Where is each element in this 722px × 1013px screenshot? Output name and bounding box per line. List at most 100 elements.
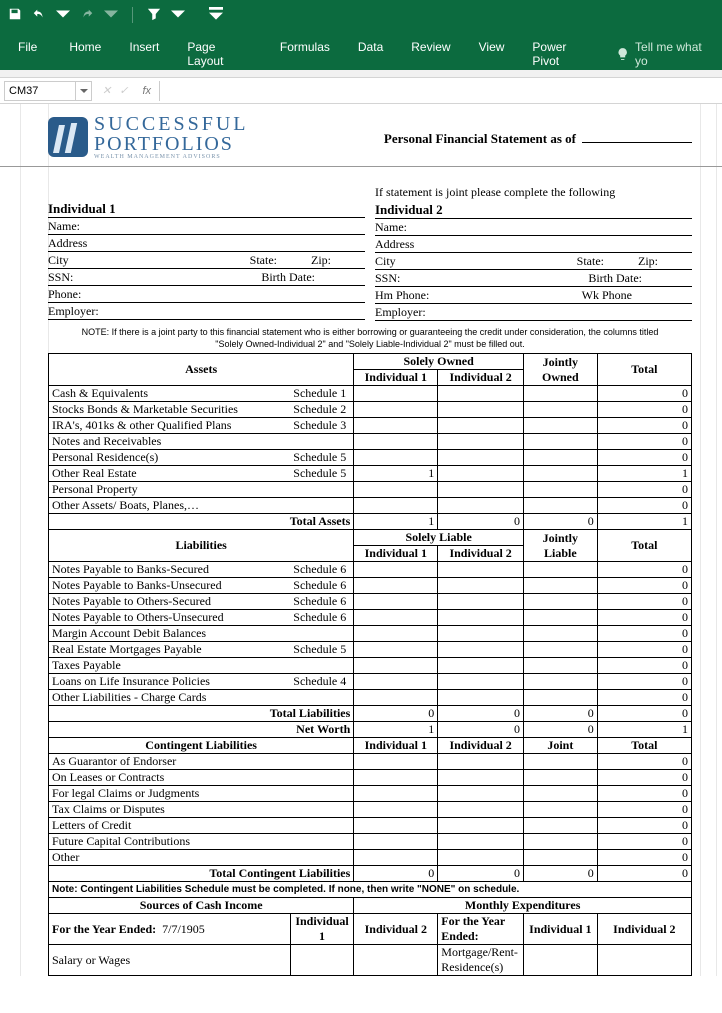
undo-icon[interactable] bbox=[32, 7, 46, 24]
row-val[interactable] bbox=[354, 482, 438, 498]
redo-dd-icon[interactable] bbox=[104, 7, 118, 24]
tab-insert[interactable]: Insert bbox=[115, 30, 173, 64]
row-val[interactable] bbox=[523, 562, 597, 578]
row-val[interactable] bbox=[523, 658, 597, 674]
row-val[interactable] bbox=[354, 626, 438, 642]
row-val[interactable] bbox=[438, 770, 524, 786]
filter-dd-icon[interactable] bbox=[171, 7, 185, 24]
row-val[interactable] bbox=[354, 386, 438, 402]
row-val[interactable] bbox=[523, 482, 597, 498]
tell-me[interactable]: Tell me what yo bbox=[608, 30, 722, 78]
undo-dd-icon[interactable] bbox=[56, 7, 70, 24]
src-head: Sources of Cash Income bbox=[49, 898, 354, 914]
row-val[interactable] bbox=[354, 450, 438, 466]
logo-line2: PORTFOLIOS bbox=[94, 134, 249, 154]
row-val[interactable] bbox=[438, 482, 524, 498]
tab-review[interactable]: Review bbox=[397, 30, 464, 64]
tab-view[interactable]: View bbox=[465, 30, 519, 64]
worksheet[interactable]: SUCCESSFUL PORTFOLIOS WEALTH MANAGEMENT … bbox=[0, 104, 722, 976]
row-val[interactable] bbox=[354, 418, 438, 434]
row-val[interactable] bbox=[438, 818, 524, 834]
row-val[interactable] bbox=[438, 754, 524, 770]
row-val[interactable] bbox=[523, 770, 597, 786]
fx-icon[interactable]: fx bbox=[142, 85, 151, 97]
tab-home[interactable]: Home bbox=[55, 30, 115, 64]
row-val[interactable] bbox=[354, 834, 438, 850]
row-val[interactable] bbox=[523, 754, 597, 770]
tab-power-pivot[interactable]: Power Pivot bbox=[518, 30, 607, 78]
filter-icon[interactable] bbox=[147, 7, 161, 24]
row-val[interactable] bbox=[523, 834, 597, 850]
row-val[interactable] bbox=[523, 690, 597, 706]
row-val[interactable] bbox=[354, 674, 438, 690]
row-val[interactable] bbox=[354, 562, 438, 578]
row-val[interactable] bbox=[438, 418, 524, 434]
row-val[interactable] bbox=[438, 802, 524, 818]
row-val[interactable] bbox=[438, 674, 524, 690]
row-val[interactable] bbox=[438, 578, 524, 594]
row-val[interactable] bbox=[438, 658, 524, 674]
row-val[interactable] bbox=[438, 834, 524, 850]
row-val[interactable] bbox=[438, 562, 524, 578]
row-val[interactable] bbox=[438, 610, 524, 626]
row-val[interactable] bbox=[523, 802, 597, 818]
row-val[interactable]: 1 bbox=[354, 466, 438, 482]
tab-data[interactable]: Data bbox=[344, 30, 397, 64]
cancel-fx-icon[interactable]: ✕ bbox=[102, 84, 111, 97]
row-val[interactable] bbox=[354, 786, 438, 802]
row-val[interactable] bbox=[438, 786, 524, 802]
row-val[interactable] bbox=[354, 690, 438, 706]
row-val[interactable] bbox=[523, 386, 597, 402]
row-val[interactable] bbox=[523, 402, 597, 418]
row-val[interactable] bbox=[523, 610, 597, 626]
row-val[interactable] bbox=[523, 818, 597, 834]
name-box[interactable] bbox=[4, 81, 76, 101]
row-val[interactable] bbox=[523, 850, 597, 866]
row-val[interactable] bbox=[354, 658, 438, 674]
row-val[interactable] bbox=[354, 754, 438, 770]
row-val[interactable] bbox=[523, 642, 597, 658]
row-val[interactable] bbox=[523, 466, 597, 482]
row-val[interactable] bbox=[523, 626, 597, 642]
row-val[interactable] bbox=[354, 818, 438, 834]
formula-bar: ✕ ✓ fx bbox=[0, 78, 722, 104]
redo-icon[interactable] bbox=[80, 7, 94, 24]
row-val[interactable] bbox=[438, 466, 524, 482]
row-val[interactable] bbox=[523, 434, 597, 450]
row-val[interactable] bbox=[438, 402, 524, 418]
row-val[interactable] bbox=[354, 850, 438, 866]
row-val[interactable] bbox=[523, 786, 597, 802]
row-val[interactable] bbox=[354, 578, 438, 594]
row-val[interactable] bbox=[523, 674, 597, 690]
save-icon[interactable] bbox=[8, 7, 22, 24]
name-box-dropdown[interactable] bbox=[76, 81, 92, 101]
row-val[interactable] bbox=[438, 498, 524, 514]
row-val[interactable] bbox=[523, 418, 597, 434]
row-val[interactable] bbox=[438, 690, 524, 706]
row-val[interactable] bbox=[523, 498, 597, 514]
row-val[interactable] bbox=[438, 386, 524, 402]
row-val[interactable] bbox=[438, 850, 524, 866]
row-val[interactable] bbox=[438, 642, 524, 658]
row-val[interactable] bbox=[523, 578, 597, 594]
tab-formulas[interactable]: Formulas bbox=[266, 30, 344, 64]
row-val[interactable] bbox=[438, 626, 524, 642]
row-val[interactable] bbox=[354, 402, 438, 418]
row-val[interactable] bbox=[354, 434, 438, 450]
row-val[interactable] bbox=[354, 642, 438, 658]
qat-customize-icon[interactable] bbox=[209, 7, 223, 24]
file-tab[interactable]: File bbox=[0, 30, 55, 64]
formula-input[interactable] bbox=[159, 81, 722, 101]
row-val[interactable] bbox=[354, 498, 438, 514]
row-val[interactable] bbox=[438, 450, 524, 466]
row-val[interactable] bbox=[438, 434, 524, 450]
enter-fx-icon[interactable]: ✓ bbox=[119, 84, 128, 97]
row-val[interactable] bbox=[354, 802, 438, 818]
row-val[interactable] bbox=[438, 594, 524, 610]
row-val[interactable] bbox=[354, 594, 438, 610]
tab-page-layout[interactable]: Page Layout bbox=[173, 30, 266, 78]
row-val[interactable] bbox=[354, 770, 438, 786]
row-val[interactable] bbox=[523, 450, 597, 466]
row-val[interactable] bbox=[354, 610, 438, 626]
row-val[interactable] bbox=[523, 594, 597, 610]
